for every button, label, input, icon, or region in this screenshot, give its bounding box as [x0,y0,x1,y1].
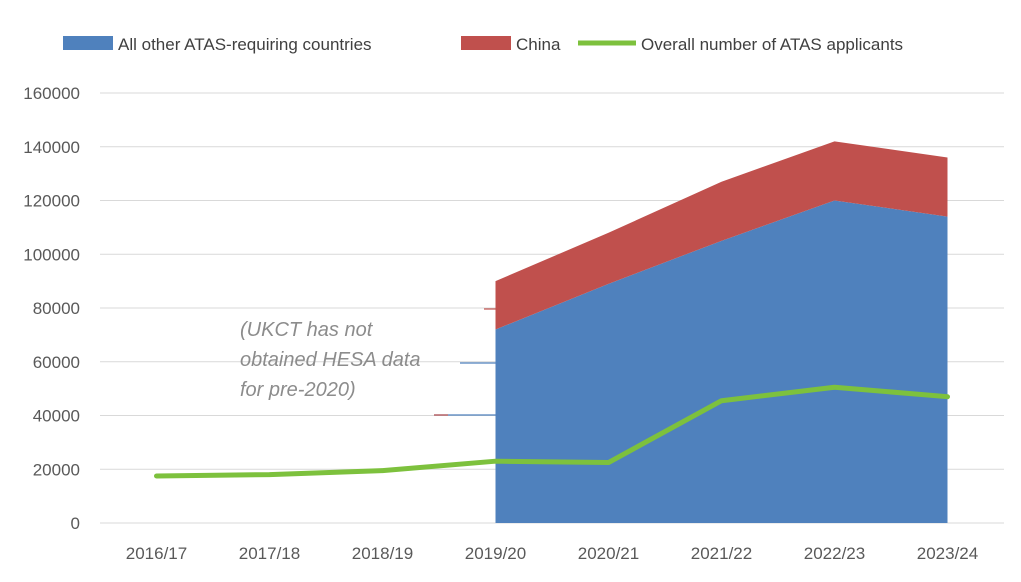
x-tick-label: 2016/17 [126,544,187,563]
y-axis: 0 20000 40000 60000 80000 100000 120000 140000 1… [23,84,80,533]
x-tick-label: 2017/18 [239,544,300,563]
y-tick-label: 140000 [23,138,80,157]
legend: All other ATAS-requiring countries China… [63,35,903,54]
y-tick-label: 120000 [23,192,80,211]
annotation-line-3: for pre-2020) [240,379,356,401]
x-tick-label: 2020/21 [578,544,639,563]
x-tick-label: 2019/20 [465,544,526,563]
area-other-countries [495,200,948,523]
annotation-line-1: (UKCT has not [240,319,374,341]
y-tick-label: 60000 [33,353,80,372]
y-tick-label: 80000 [33,299,80,318]
annotation-line-2: obtained HESA data [240,349,421,371]
y-tick-label: 160000 [23,84,80,103]
x-tick-label: 2023/24 [917,544,978,563]
y-tick-label: 40000 [33,407,80,426]
legend-swatch-china [461,36,511,50]
x-tick-label: 2018/19 [352,544,413,563]
y-tick-label: 100000 [23,245,80,264]
annotation: (UKCT has not obtained HESA data for pre… [240,308,498,416]
stacked-areas [495,141,948,523]
area-china [495,141,948,330]
legend-label-other-countries: All other ATAS-requiring countries [118,35,372,54]
x-tick-label: 2022/23 [804,544,865,563]
y-tick-label: 20000 [33,460,80,479]
legend-label-atas-applicants: Overall number of ATAS applicants [641,35,903,54]
legend-label-china: China [516,35,561,54]
x-axis: 2016/17 2017/18 2018/19 2019/20 2020/21 2021/… [126,544,978,563]
line-atas-applicants [154,384,950,479]
legend-swatch-other-countries [63,36,113,50]
y-tick-label: 0 [71,514,80,533]
x-tick-label: 2021/22 [691,544,752,563]
applicants-line [154,384,950,479]
